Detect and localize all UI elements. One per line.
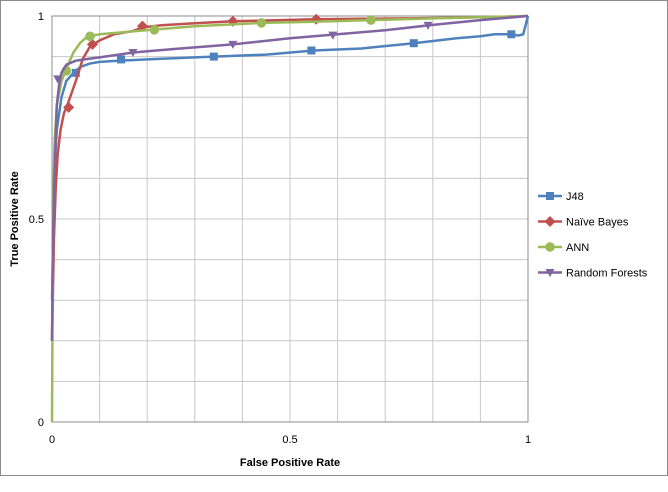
y-tick-label: 0 xyxy=(38,417,44,429)
legend-label-j48: J48 xyxy=(566,191,584,203)
series-line-j48 xyxy=(50,15,530,301)
legend-marker-shape xyxy=(544,216,556,227)
legend-item-naive-bayes: Naïve Bayes xyxy=(538,216,629,229)
data-point-j48 xyxy=(507,30,516,39)
legend-marker-shape xyxy=(545,242,555,252)
legend-item-j48: J48 xyxy=(538,191,584,203)
data-point-random-forests xyxy=(53,75,63,84)
data-point-naive-bayes xyxy=(63,101,75,113)
y-tick-label: 0.5 xyxy=(29,214,44,226)
series-random-forests xyxy=(50,14,529,341)
legend-label-ann: ANN xyxy=(566,242,589,254)
y-axis-title: True Positive Rate xyxy=(9,171,21,266)
data-point-j48 xyxy=(71,68,80,77)
x-axis-title: False Positive Rate xyxy=(240,457,340,469)
data-point-j48 xyxy=(409,39,418,48)
series-line-random-forests xyxy=(50,14,529,341)
legend-marker-shape xyxy=(545,269,555,277)
legend-label-random-forests: Random Forests xyxy=(566,268,648,280)
data-point-j48 xyxy=(307,46,316,55)
tick-layer: 0 0.5 1 0 0.5 1 xyxy=(29,11,531,446)
y-tick-label: 1 xyxy=(38,11,44,23)
data-point-ann xyxy=(149,25,160,35)
data-point-naive-bayes xyxy=(310,13,322,25)
series-layer xyxy=(50,13,530,423)
legend: J48 Naïve Bayes ANN Random Forests xyxy=(538,191,648,280)
data-point-ann xyxy=(256,18,267,28)
x-tick-label: 0 xyxy=(49,434,55,446)
data-point-random-forests xyxy=(228,40,238,49)
data-point-j48 xyxy=(209,52,218,61)
legend-marker-ann xyxy=(545,242,555,252)
data-point-ann xyxy=(85,31,95,42)
series-j48 xyxy=(50,15,530,301)
x-tick-label: 0.5 xyxy=(282,434,297,446)
legend-label-naive-bayes: Naïve Bayes xyxy=(566,217,629,229)
legend-item-ann: ANN xyxy=(538,242,589,254)
data-point-random-forests xyxy=(328,31,338,40)
data-point-j48 xyxy=(117,55,126,64)
legend-marker-shape xyxy=(546,192,554,200)
legend-marker-j48 xyxy=(546,192,554,200)
x-tick-label: 1 xyxy=(525,434,531,446)
data-point-random-forests xyxy=(128,49,138,58)
legend-item-random-forests: Random Forests xyxy=(538,268,648,280)
data-point-naive-bayes xyxy=(86,38,98,50)
legend-marker-random-forests xyxy=(545,269,555,277)
data-point-naive-bayes xyxy=(136,20,148,32)
chart-frame xyxy=(0,0,668,476)
data-point-random-forests xyxy=(423,21,433,30)
grid-layer xyxy=(52,16,528,422)
legend-marker-naive-bayes xyxy=(544,216,556,227)
data-point-ann xyxy=(366,15,376,25)
